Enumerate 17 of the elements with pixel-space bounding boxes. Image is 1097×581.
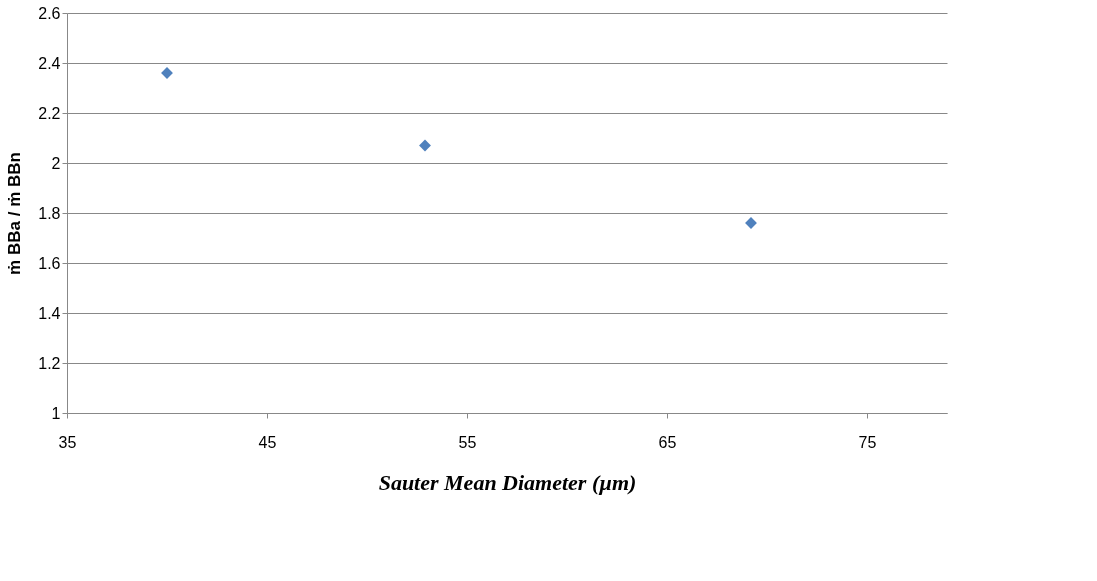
x-tick-label: 45 bbox=[258, 433, 277, 451]
y-tick-label: 2.4 bbox=[38, 54, 61, 72]
x-tick-label: 65 bbox=[658, 433, 677, 451]
y-tick-label: 1.2 bbox=[38, 354, 61, 372]
y-tick-label: 2 bbox=[51, 154, 61, 172]
x-tick-label: 55 bbox=[458, 433, 477, 451]
x-tick-label: 75 bbox=[858, 433, 877, 451]
x-axis-title: Sauter Mean Diameter (µm) bbox=[378, 469, 637, 495]
y-tick-label: 2.2 bbox=[38, 104, 61, 122]
y-tick-label: 1.8 bbox=[38, 204, 61, 222]
y-axis-title: ṁ BBa / ṁ BBn bbox=[5, 152, 25, 275]
point bbox=[419, 139, 431, 152]
y-tick-label: 1 bbox=[51, 404, 61, 422]
y-tick-label: 2.6 bbox=[38, 4, 61, 22]
y-tick-label: 1.6 bbox=[38, 254, 61, 272]
y-tick-label: 1.4 bbox=[38, 304, 61, 322]
x-tick-label: 35 bbox=[58, 433, 77, 451]
